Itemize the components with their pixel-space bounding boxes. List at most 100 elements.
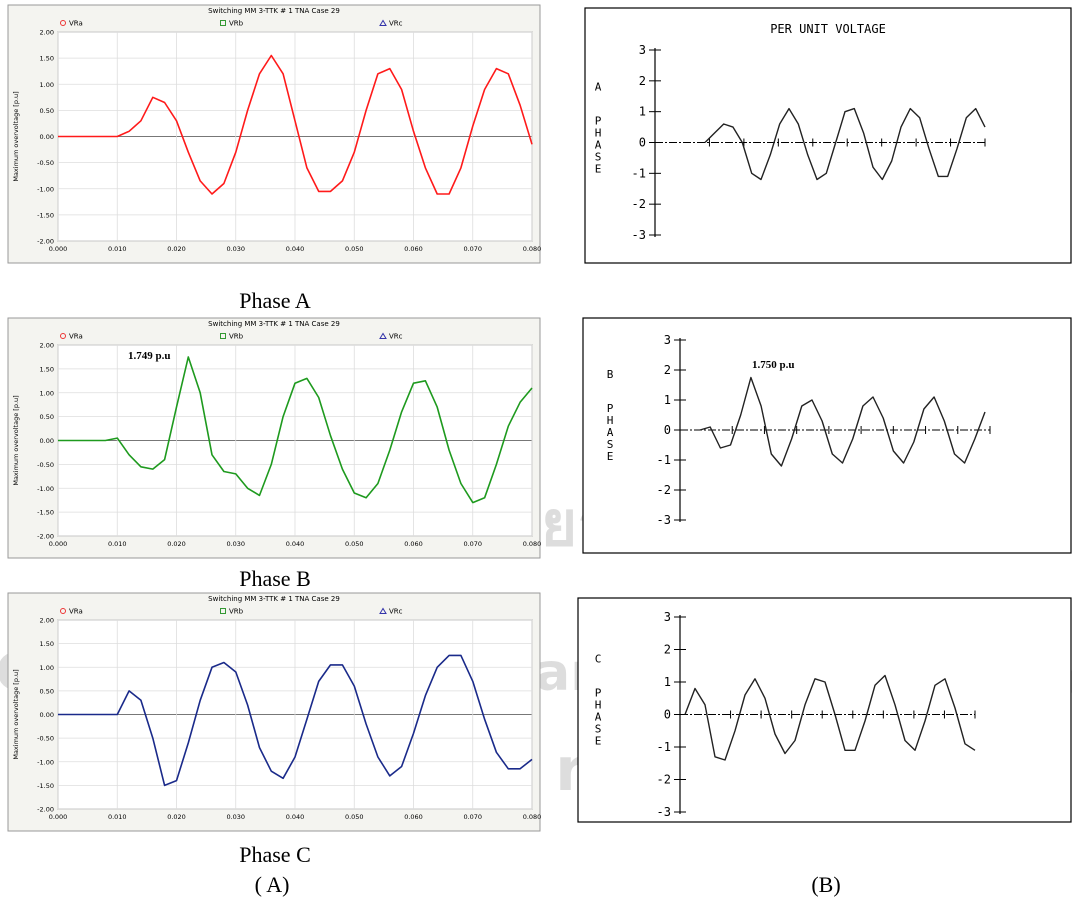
y-tick-label: 2 <box>664 363 671 377</box>
x-tick-label: 0.080 <box>523 540 542 548</box>
y-tick-label: 3 <box>664 333 671 347</box>
y-tick-label: -2 <box>657 773 671 787</box>
legend-label: VRa <box>69 333 83 341</box>
x-tick-label: 0.040 <box>286 813 305 821</box>
legend-marker <box>379 19 387 26</box>
y-tick-label: 0.50 <box>40 107 54 115</box>
y-tick-label: 2.00 <box>40 342 54 350</box>
x-tick-label: 0.000 <box>49 245 68 253</box>
x-tick-label: 0.010 <box>108 245 127 253</box>
y-tick-label: -1 <box>632 166 646 180</box>
annotation: 1.750 p.u <box>752 359 795 371</box>
caption: ( A) <box>255 872 290 897</box>
y-tick-label: 1.50 <box>40 365 54 373</box>
legend-marker <box>60 608 66 614</box>
x-tick-label: 0.070 <box>463 245 482 253</box>
x-tick-label: 0.030 <box>226 245 245 253</box>
series-line <box>58 356 533 504</box>
legend-marker <box>379 607 387 614</box>
y-tick-label: 0.00 <box>40 133 54 141</box>
x-tick-label: 0.020 <box>167 813 186 821</box>
caption: Phase B <box>239 566 311 591</box>
y-tick-label: 1.00 <box>40 81 54 89</box>
y-tick-label: 1.50 <box>40 55 54 63</box>
y-tick-label: 0.00 <box>40 437 54 445</box>
y-tick-label: 0 <box>664 708 671 722</box>
y-tick-label: -3 <box>657 805 671 819</box>
phase-letter: A <box>595 81 602 94</box>
left-chart: Switching MM 3-TTK # 1 TNA Case 29 VRa VRb… <box>7 592 542 832</box>
x-tick-label: 0.030 <box>226 540 245 548</box>
y-tick-label: -3 <box>632 228 646 242</box>
legend-label: VRa <box>69 608 83 616</box>
legend-marker <box>379 332 387 339</box>
y-axis-label: PHASE <box>604 402 617 462</box>
y-tick-label: 1 <box>639 105 646 119</box>
y-tick-label: -1.50 <box>37 509 54 517</box>
caption: Phase A <box>239 288 311 313</box>
y-tick-label: -1.00 <box>37 758 54 766</box>
right-chart: B PHASE 3 2 1 0 -1 -2 -3 1.750 p.u <box>582 317 1072 554</box>
series-line <box>704 107 986 181</box>
y-axis-label: Maximum overvoltage [p.u] <box>12 669 20 759</box>
legend-marker <box>220 608 226 614</box>
y-tick-label: 1.50 <box>40 640 54 648</box>
x-tick-label: 0.020 <box>167 540 186 548</box>
y-tick-label: 1.00 <box>40 664 54 672</box>
y-tick-label: -0.50 <box>37 735 54 743</box>
x-tick-label: 0.040 <box>286 245 305 253</box>
left-chart: Switching MM 3-TTK # 1 TNA Case 29 VRa VRb… <box>7 317 542 559</box>
y-axis-label: Maximum overvoltage [p.u] <box>12 91 20 181</box>
y-tick-label: 3 <box>639 43 646 57</box>
y-tick-label: -2 <box>657 483 671 497</box>
legend-label: VRb <box>229 608 244 616</box>
x-tick-label: 0.080 <box>523 813 542 821</box>
y-tick-label: -0.50 <box>37 159 54 167</box>
x-tick-label: 0.050 <box>345 813 364 821</box>
right-chart: C PHASE 3 2 1 0 -1 -2 -3 <box>577 597 1072 823</box>
chart-title: PER UNIT VOLTAGE <box>770 22 886 36</box>
legend-marker <box>220 20 226 26</box>
x-tick-label: 0.050 <box>345 245 364 253</box>
legend-label: VRb <box>229 20 244 28</box>
y-tick-label: 0.00 <box>40 711 54 719</box>
chart-frame <box>584 7 1072 264</box>
y-tick-label: -2.00 <box>37 238 54 246</box>
chart-title: Switching MM 3-TTK # 1 TNA Case 29 <box>208 595 340 603</box>
y-axis-label: PHASE <box>592 687 605 747</box>
x-tick-label: 0.010 <box>108 540 127 548</box>
y-tick-label: 3 <box>664 610 671 624</box>
annotation: 1.749 p.u <box>128 350 171 362</box>
y-tick-label: -2.00 <box>37 533 54 541</box>
legend-marker <box>60 333 66 339</box>
y-tick-label: -1 <box>657 453 671 467</box>
x-tick-label: 0.070 <box>463 540 482 548</box>
legend-label: VRa <box>69 20 83 28</box>
y-tick-label: 0 <box>639 136 646 150</box>
legend-label: VRc <box>389 608 403 616</box>
right-chart: PER UNIT VOLTAGE A PHASE 3 2 1 0 -1 -2 -3 <box>584 7 1072 264</box>
y-tick-label: -1.50 <box>37 211 54 219</box>
y-tick-label: -1.50 <box>37 782 54 790</box>
phase-letter: C <box>595 653 602 666</box>
y-tick-label: -2 <box>632 197 646 211</box>
legend-marker <box>60 20 66 26</box>
x-tick-label: 0.000 <box>49 813 68 821</box>
y-axis-label: PHASE <box>592 115 605 175</box>
series-line <box>699 376 986 467</box>
series-line <box>684 674 976 761</box>
series-line <box>58 54 533 195</box>
x-tick-label: 0.060 <box>404 245 423 253</box>
x-tick-label: 0.010 <box>108 813 127 821</box>
y-tick-label: -1.00 <box>37 485 54 493</box>
x-tick-label: 0.050 <box>345 540 364 548</box>
legend-label: VRc <box>389 20 403 28</box>
y-tick-label: 1 <box>664 675 671 689</box>
y-tick-label: 2.00 <box>40 29 54 37</box>
x-tick-label: 0.020 <box>167 245 186 253</box>
y-tick-label: -1 <box>657 740 671 754</box>
chart-frame <box>577 597 1072 823</box>
chart-title: Switching MM 3-TTK # 1 TNA Case 29 <box>208 7 340 15</box>
y-tick-label: -3 <box>657 513 671 527</box>
